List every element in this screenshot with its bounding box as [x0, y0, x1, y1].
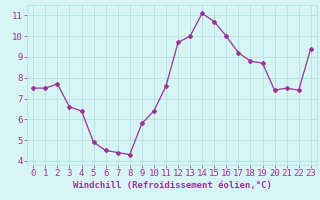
- X-axis label: Windchill (Refroidissement éolien,°C): Windchill (Refroidissement éolien,°C): [73, 181, 271, 190]
